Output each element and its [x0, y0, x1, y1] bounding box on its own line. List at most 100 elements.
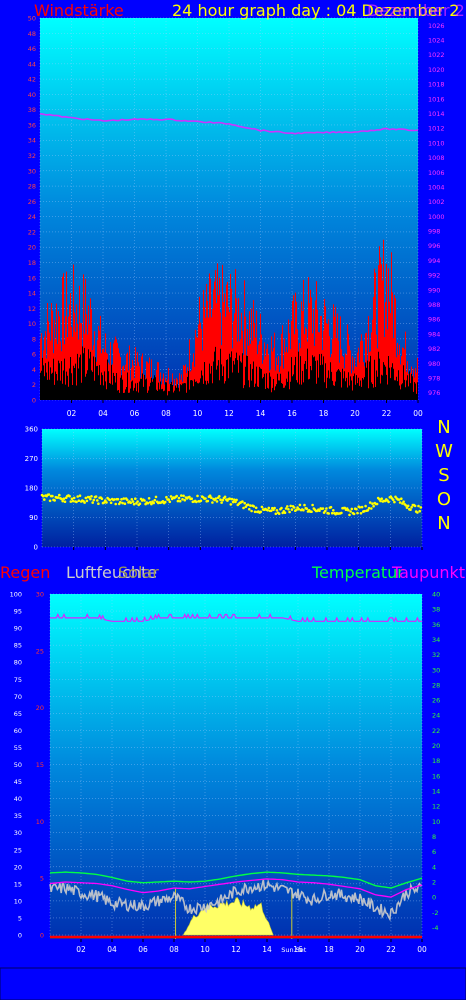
direction-point: [253, 510, 257, 514]
temperature-y-tick-label: 20: [432, 742, 440, 750]
direction-point: [132, 502, 136, 506]
direction-point: [233, 498, 236, 502]
direction-point: [234, 500, 237, 504]
wind-y-tick-label: 16: [28, 274, 36, 282]
wind-y-tick-label: 0: [32, 397, 36, 405]
direction-y-tick-label: 0: [34, 544, 38, 552]
direction-point: [123, 502, 127, 506]
direction-point: [413, 504, 417, 508]
direction-point: [48, 499, 52, 503]
wind-x-tick-label: 16: [287, 409, 297, 418]
direction-point: [83, 501, 86, 504]
direction-point: [287, 508, 290, 511]
wind-y-tick-label: 2: [32, 381, 36, 389]
temperature-y-tick-label: 4: [432, 863, 436, 871]
pressure-y-tick-label: 1016: [428, 95, 445, 103]
climate-x-tick-label: 04: [107, 945, 117, 954]
direction-point: [298, 503, 302, 507]
direction-point: [368, 501, 372, 504]
compass-w: W: [435, 441, 453, 462]
direction-point: [260, 505, 264, 509]
humidity-y-tick-label: 40: [14, 795, 22, 803]
direction-point: [318, 509, 321, 512]
climate-x-tick-label: 08: [169, 945, 179, 954]
temperature-y-tick-label: 14: [432, 788, 440, 796]
direction-point: [402, 500, 405, 504]
direction-point: [47, 493, 51, 496]
direction-point: [393, 500, 396, 504]
direction-point: [178, 499, 182, 503]
wind-y-tick-label: 18: [28, 259, 36, 267]
direction-point: [397, 498, 401, 501]
direction-point: [405, 506, 409, 510]
direction-point: [230, 497, 234, 501]
wind-x-tick-label: 18: [319, 409, 329, 418]
pressure-y-tick-label: 1008: [428, 154, 445, 162]
wind-x-tick-label: 06: [130, 409, 140, 418]
direction-y-tick-label: 180: [25, 485, 38, 493]
temperature-y-tick-label: 2: [432, 878, 436, 886]
direction-point: [78, 494, 82, 498]
direction-point: [154, 495, 158, 499]
direction-point: [367, 506, 371, 510]
direction-point: [114, 502, 117, 506]
temperature-y-tick-label: 18: [432, 757, 440, 765]
direction-point: [286, 505, 289, 508]
direction-point: [269, 509, 273, 513]
direction-point: [379, 499, 382, 503]
temperature-y-tick-label: 32: [432, 651, 440, 659]
direction-point: [62, 497, 66, 501]
humidity-y-tick-label: 55: [14, 744, 22, 752]
climate-x-tick-label: 16: [293, 945, 303, 954]
direction-point: [56, 496, 60, 499]
legend-temperature: Temperatur: [312, 563, 404, 582]
wind-x-tick-label: 20: [350, 409, 360, 418]
pressure-y-tick-label: 1022: [428, 51, 445, 59]
dewpoint-line: [49, 878, 423, 898]
direction-point: [177, 496, 181, 500]
climate-x-tick-label: 18: [324, 945, 334, 954]
direction-point: [273, 506, 276, 510]
direction-point: [105, 501, 108, 504]
direction-point: [120, 498, 123, 501]
direction-point: [169, 495, 173, 498]
humidity-y-tick-label: 10: [14, 897, 22, 905]
direction-point: [134, 497, 137, 501]
rain-y-tick-label: 20: [36, 704, 44, 712]
direction-point: [398, 501, 402, 504]
direction-point: [418, 509, 422, 513]
humidity-noisy-line: [49, 878, 423, 922]
temperature-y-tick-label: 40: [432, 591, 440, 599]
direction-point: [391, 498, 395, 502]
humidity-y-tick-label: 90: [14, 625, 22, 633]
direction-point: [371, 502, 374, 506]
pressure-y-tick-label: 1012: [428, 125, 445, 133]
pressure-y-tick-label: 1010: [428, 139, 445, 147]
direction-point: [168, 500, 172, 504]
wind-y-tick-label: 38: [28, 106, 36, 114]
direction-point: [275, 509, 279, 512]
direction-point: [347, 508, 350, 512]
chart-title: 24 hour graph day : 04 Dezember 2: [172, 1, 460, 20]
direction-point: [259, 510, 263, 514]
bottom-panel: [0, 967, 466, 1000]
wind-y-tick-label: 10: [28, 320, 36, 328]
direction-point: [305, 507, 309, 511]
direction-point: [90, 495, 93, 498]
direction-point: [167, 498, 170, 501]
wind-y-tick-label: 8: [32, 335, 36, 343]
direction-point: [303, 503, 306, 507]
direction-point: [176, 499, 180, 503]
direction-point: [292, 506, 296, 509]
direction-point: [63, 500, 67, 504]
direction-point: [125, 498, 129, 502]
direction-point: [280, 506, 283, 510]
direction-point: [196, 494, 199, 498]
direction-point: [288, 510, 291, 514]
humidity-y-tick-label: 80: [14, 659, 22, 667]
direction-point: [146, 501, 150, 505]
legend-solar: Solar: [118, 563, 159, 582]
direction-point: [190, 497, 193, 501]
temperature-y-tick-label: 16: [432, 772, 440, 780]
direction-point: [277, 512, 281, 515]
